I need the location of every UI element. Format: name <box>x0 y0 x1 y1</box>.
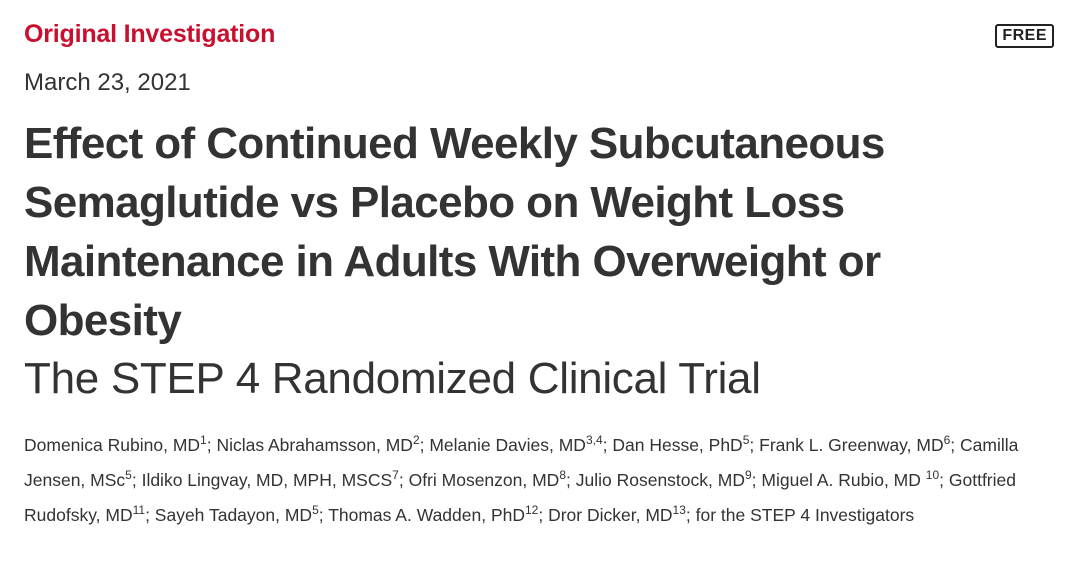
article-top-row: Original Investigation FREE <box>24 18 1054 54</box>
author-name[interactable]: Ofri Mosenzon, MD <box>408 470 560 490</box>
article-title: Effect of Continued Weekly Subcutaneous … <box>24 119 885 345</box>
affiliation-number[interactable]: 12 <box>525 503 539 518</box>
author-name[interactable]: Julio Rosenstock, MD <box>575 470 745 490</box>
publication-date: March 23, 2021 <box>24 69 191 96</box>
affiliation-number[interactable]: 1 <box>200 433 207 448</box>
author-name[interactable]: Miguel A. Rubio, MD <box>761 470 921 490</box>
group-author[interactable]: for the STEP 4 Investigators <box>695 505 915 525</box>
affiliation-number[interactable]: 10 <box>925 468 940 483</box>
affiliation-number[interactable]: 13 <box>672 503 686 518</box>
affiliation-number[interactable]: 5 <box>742 433 750 448</box>
author-name[interactable]: Niclas Abrahamsson, MD <box>216 435 413 455</box>
author-list: Domenica Rubino, MD1; Niclas Abrahamsson… <box>24 433 1019 525</box>
author-name[interactable]: Sayeh Tadayon, MD <box>154 505 313 525</box>
free-access-badge: FREE <box>995 24 1054 48</box>
article-header: Original Investigation FREE March 23, 20… <box>24 0 1060 574</box>
affiliation-number[interactable]: 2 <box>412 433 420 448</box>
affiliation-number[interactable]: 3,4 <box>585 433 603 448</box>
author-name[interactable]: Camilla Jensen, MSc <box>24 435 1019 490</box>
affiliation-number[interactable]: 5 <box>312 503 319 518</box>
affiliation-number[interactable]: 9 <box>744 468 752 483</box>
article-subtitle: The STEP 4 Randomized Clinical Trial <box>24 354 761 403</box>
author-name[interactable]: Ildiko Lingvay, MD, MPH, MSCS <box>141 470 393 490</box>
author-name[interactable]: Gottfried Rudofsky, MD <box>24 470 1016 525</box>
author-name[interactable]: Frank L. Greenway, MD <box>759 435 944 455</box>
author-name[interactable]: Domenica Rubino, MD <box>24 435 201 455</box>
affiliation-number[interactable]: 6 <box>943 433 951 448</box>
author-name[interactable]: Thomas A. Wadden, PhD <box>328 505 525 525</box>
author-name[interactable]: Dror Dicker, MD <box>548 505 673 525</box>
affiliation-number[interactable]: 5 <box>125 468 132 483</box>
author-name[interactable]: Melanie Davies, MD <box>429 435 586 455</box>
affiliation-number[interactable]: 11 <box>132 503 146 518</box>
affiliation-number[interactable]: 7 <box>392 468 399 483</box>
article-type-label[interactable]: Original Investigation <box>24 20 276 48</box>
author-name[interactable]: Dan Hesse, PhD <box>612 435 743 455</box>
affiliation-number[interactable]: 8 <box>559 468 566 483</box>
